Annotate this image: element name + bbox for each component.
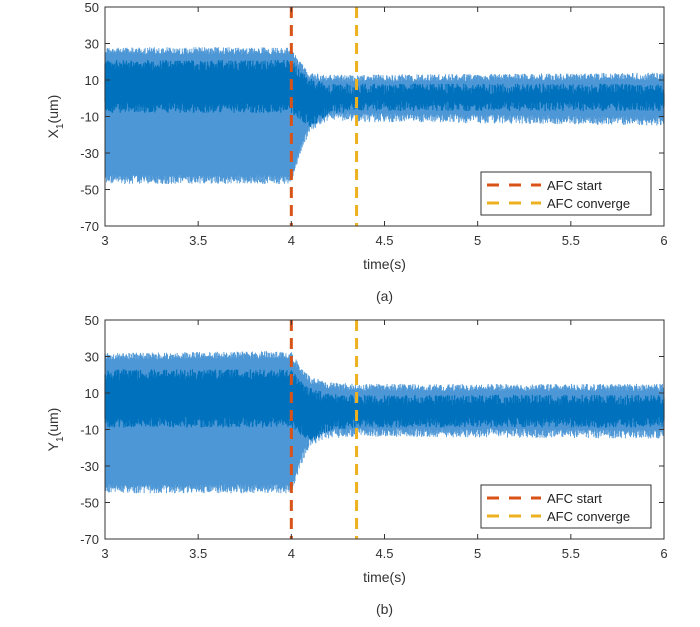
y-tick-label: -10 xyxy=(80,423,99,438)
legend: AFC start AFC converge xyxy=(480,171,652,216)
y-label-main: X xyxy=(45,128,61,138)
x-tick-label: 3 xyxy=(101,546,108,561)
x-tick-label: 4 xyxy=(288,233,295,248)
y-tick-label: 50 xyxy=(85,313,99,328)
y-label-sub: 1 xyxy=(55,436,66,442)
legend-label: AFC converge xyxy=(547,196,630,211)
legend-label: AFC start xyxy=(547,178,602,193)
x-axis-label: time(s) xyxy=(363,256,406,272)
legend-box xyxy=(480,484,652,529)
y-label-unit: (um) xyxy=(45,95,61,124)
y-tick-label: 10 xyxy=(85,73,99,88)
panel-label: (a) xyxy=(376,288,393,304)
x-tick-label: 6 xyxy=(660,546,667,561)
x-tick-label: 3 xyxy=(101,233,108,248)
y-label-sub: 1 xyxy=(55,123,66,129)
y-axis-label: X1(um) xyxy=(45,95,66,139)
y-tick-label: 10 xyxy=(85,386,99,401)
x-tick-label: 5.5 xyxy=(562,546,580,561)
legend-box xyxy=(480,171,652,216)
y-tick-label: -30 xyxy=(80,146,99,161)
x-tick-label: 5 xyxy=(474,546,481,561)
y-tick-label: -50 xyxy=(80,183,99,198)
y-tick-label: -70 xyxy=(80,532,99,547)
y-tick-label: -10 xyxy=(80,110,99,125)
x-tick-label: 4.5 xyxy=(375,546,393,561)
subplot-b: 3 3.5 4 4.5 5 5.5 6 50 30 10 -10 -30 -50 -70 time(s) Y1… xyxy=(45,313,668,617)
legend-label: AFC converge xyxy=(547,509,630,524)
x-axis-label: time(s) xyxy=(363,569,406,585)
y-axis-label: Y1(um) xyxy=(45,408,66,452)
y-tick-label: 50 xyxy=(85,0,99,15)
y-tick-label: -50 xyxy=(80,496,99,511)
y-tick-label: -70 xyxy=(80,219,99,234)
y-tick-label: 30 xyxy=(85,37,99,52)
legend-label: AFC start xyxy=(547,491,602,506)
legend: AFC start AFC converge xyxy=(480,484,652,529)
panel-label: (b) xyxy=(376,601,393,617)
x-tick-label: 4 xyxy=(288,546,295,561)
x-tick-label: 5 xyxy=(474,233,481,248)
y-label-main: Y xyxy=(45,441,61,451)
x-tick-label: 4.5 xyxy=(375,233,393,248)
x-tick-label: 3.5 xyxy=(189,233,207,248)
x-tick-label: 5.5 xyxy=(562,233,580,248)
y-label-unit: (um) xyxy=(45,408,61,437)
x-tick-label: 6 xyxy=(660,233,667,248)
x-tick-label: 3.5 xyxy=(189,546,207,561)
y-tick-label: -30 xyxy=(80,459,99,474)
subplot-a: 3 3.5 4 4.5 5 5.5 6 50 30 10 -10 -30 -50 -70 time(s) X1… xyxy=(45,0,668,304)
y-tick-label: 30 xyxy=(85,350,99,365)
